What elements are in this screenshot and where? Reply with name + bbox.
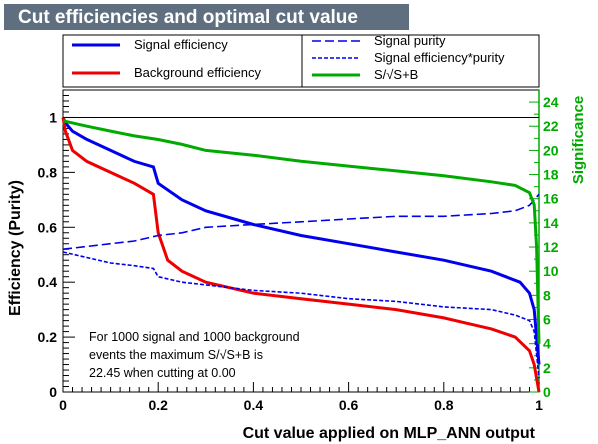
x-tick-label: 0.6 [339, 397, 359, 413]
y-tick-label: 0.6 [38, 219, 58, 235]
legend-label-3: Signal efficiency*purity [374, 50, 505, 65]
title-box [4, 4, 409, 30]
x-tick-label: 0.8 [434, 397, 454, 413]
x-tick-label: 0 [59, 397, 67, 413]
y2-tick-label: 22 [543, 118, 559, 134]
legend-label-4: S/√S+B [374, 67, 418, 82]
y2-axis-label: Significance [570, 96, 587, 184]
y-tick-label: 0.4 [38, 274, 58, 290]
y-axis-label: Efficiency (Purity) [7, 180, 24, 316]
series-line-3 [62, 251, 540, 379]
y-tick-label: 0.8 [38, 164, 58, 180]
series-line-2 [62, 193, 540, 250]
y2-tick-label: 18 [543, 167, 559, 183]
annotation-line-2: events the maximum S/√S+B is [89, 348, 263, 362]
y2-tick-label: 0 [543, 384, 551, 400]
x-tick-label: 0.4 [244, 397, 264, 413]
y-tick-label: 1 [49, 109, 57, 125]
y2-tick-label: 20 [543, 142, 559, 158]
y2-tick-label: 6 [543, 312, 551, 328]
legend-label-0: Signal efficiency [134, 37, 228, 52]
legend-label-2: Signal purity [374, 33, 446, 48]
annotation-line-3: 22.45 when cutting at 0.00 [89, 366, 236, 380]
chart-title: Cut efficiencies and optimal cut value [18, 7, 358, 28]
y-tick-label: 0 [49, 384, 57, 400]
y2-tick-label: 16 [543, 191, 559, 207]
y2-tick-label: 12 [543, 239, 559, 255]
y-tick-label: 0.2 [38, 329, 58, 345]
series-line-0 [61, 116, 541, 365]
y2-tick-label: 4 [543, 336, 551, 352]
annotation-line-1: For 1000 signal and 1000 background [89, 330, 300, 344]
y2-tick-label: 2 [543, 360, 551, 376]
series-line-1 [61, 117, 541, 393]
y2-tick-label: 14 [543, 215, 559, 231]
x-tick-label: 0.2 [148, 397, 168, 413]
y2-tick-label: 8 [543, 287, 551, 303]
x-tick-label: 1 [535, 397, 543, 413]
legend [62, 34, 540, 88]
y2-tick-label: 10 [543, 263, 559, 279]
series-line-4 [62, 119, 541, 344]
legend-label-1: Background efficiency [134, 65, 261, 80]
x-axis-label: Cut value applied on MLP_ANN output [243, 425, 536, 442]
y2-tick-label: 24 [543, 94, 559, 110]
